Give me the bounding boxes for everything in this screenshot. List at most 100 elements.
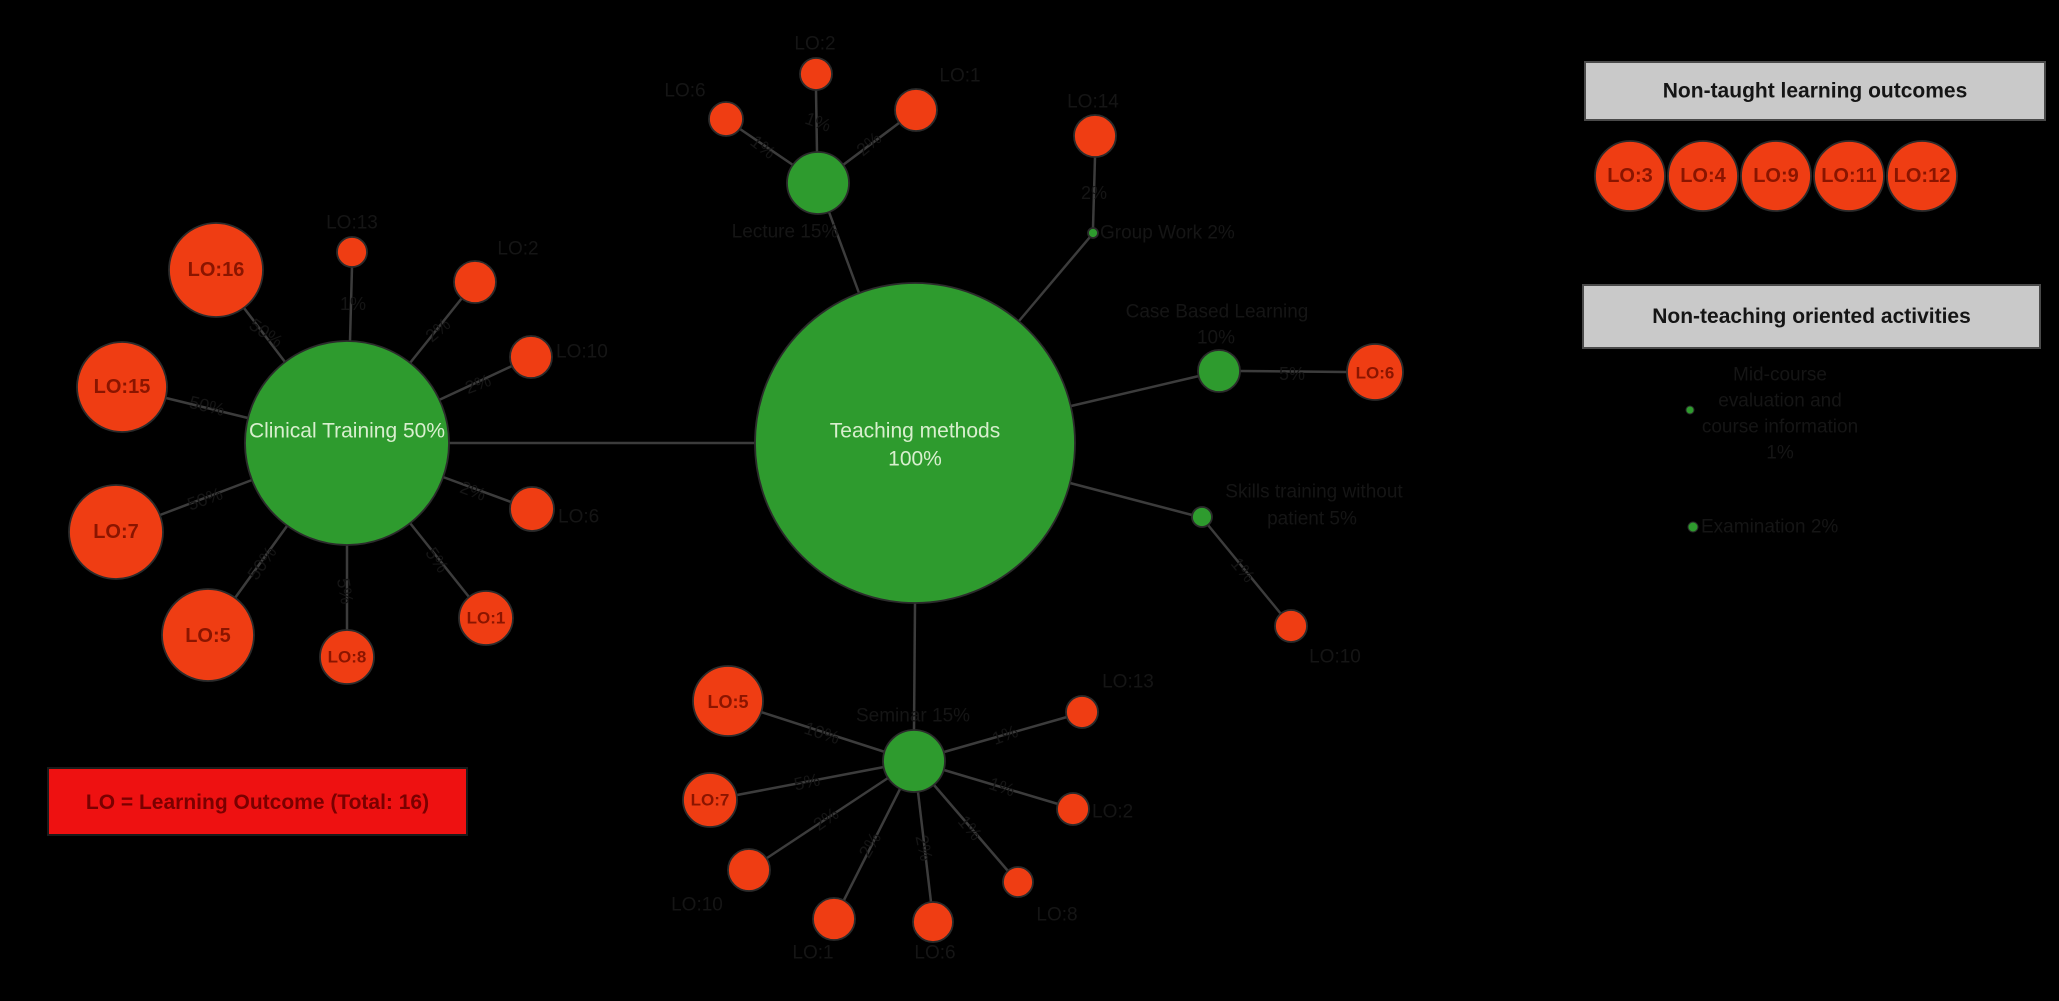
group-work-node <box>1087 227 1099 239</box>
lo2-lecture-label: LO:2 <box>794 34 835 55</box>
lo16-clinical <box>168 222 264 318</box>
skills-label-line1: Skills training without <box>1225 482 1403 503</box>
edge-skills-lo10 <box>1207 524 1282 615</box>
edge-seminar-lo13 <box>943 715 1068 754</box>
non-taught-circle-label-4: LO:12 <box>1894 165 1951 187</box>
edge-clinical-lo2 <box>409 297 463 364</box>
case-based-learning-node <box>1197 349 1241 393</box>
non-taught-panel-title: Non-taught learning outcomes <box>1663 80 1968 103</box>
lo14-groupwork <box>1073 114 1117 158</box>
lo7-clinical <box>68 484 164 580</box>
midcourse-label-line4: 1% <box>1766 443 1794 464</box>
lo1-lecture-label: LO:1 <box>939 66 980 87</box>
teaching-label-line2: 100% <box>888 448 942 471</box>
edge-seminar-lo10 <box>766 776 889 860</box>
non-taught-circle-label-0: LO:3 <box>1607 165 1653 187</box>
teaching-methods-node <box>754 282 1076 604</box>
edge-clinical-lo15 <box>165 396 249 420</box>
non-taught-circle-3 <box>1813 140 1885 212</box>
lo13-clinical <box>336 236 368 268</box>
seminar-label: Seminar 15% <box>856 706 970 727</box>
lo5-seminar <box>692 665 764 737</box>
lo15-text: LO:15 <box>94 376 151 398</box>
lo10-skills-label: LO:10 <box>1309 647 1361 668</box>
lo1-seminar <box>812 897 856 941</box>
lo6-lecture <box>708 101 744 137</box>
lo2-seminar-label: LO:2 <box>1092 802 1133 823</box>
edge-label-lo14-groupwork: 2% <box>1081 183 1107 203</box>
lo10-skills <box>1274 609 1308 643</box>
lo2-clinical <box>453 260 497 304</box>
edge-seminar-lo5 <box>760 710 886 754</box>
edge-cbl-lo6 <box>1239 369 1348 374</box>
edge-seminar-lo7 <box>736 765 885 797</box>
edge-clinical-lo16 <box>243 307 286 363</box>
lo5-clinical-text: LO:5 <box>185 625 231 647</box>
edge-clinical-lo1 <box>409 522 470 598</box>
edge-lo14-groupwork <box>1091 156 1097 229</box>
edge-label-clinical-lo13: 1% <box>340 294 366 314</box>
non-teaching-panel-box <box>1582 284 2041 349</box>
edge-teaching-seminar <box>912 602 917 731</box>
lo6-clinical-label: LO:6 <box>558 507 599 528</box>
examination-label: Examination 2% <box>1701 517 1838 538</box>
lo10-seminar <box>727 848 771 892</box>
lo1-seminar-label: LO:1 <box>792 943 833 964</box>
lo14-label: LO:14 <box>1067 92 1119 113</box>
edge-lecture-lo6 <box>739 127 794 167</box>
lo1-clinical-text: LO:1 <box>467 609 506 628</box>
edge-seminar-lo2 <box>943 768 1059 806</box>
cbl-label-line1: Case Based Learning <box>1126 302 1309 323</box>
legend-box <box>47 767 468 836</box>
lo7-seminar-text: LO:7 <box>691 791 730 810</box>
midcourse-label-line2: evaluation and <box>1718 391 1842 412</box>
skills-label-line2: patient 5% <box>1267 509 1357 530</box>
non-teaching-panel-title: Non-teaching oriented activities <box>1652 305 1971 328</box>
midcourse-dot <box>1685 405 1695 415</box>
lo16-text: LO:16 <box>188 259 245 281</box>
edge-seminar-lo6 <box>916 791 933 903</box>
lo6-seminar-label: LO:6 <box>914 943 955 964</box>
midcourse-label-line3: course information <box>1702 417 1858 438</box>
lo10-clinical <box>509 335 553 379</box>
lo6-cbl <box>1346 343 1404 401</box>
non-taught-panel-box <box>1584 61 2046 121</box>
lo6-cbl-text: LO:6 <box>1356 364 1395 383</box>
lo8-seminar <box>1002 866 1034 898</box>
edge-lecture-lo1 <box>842 122 900 166</box>
non-taught-circle-label-3: LO:11 <box>1821 165 1877 187</box>
lo13-clinical-label: LO:13 <box>326 213 378 234</box>
lecture-node <box>786 151 850 215</box>
clinical-training-node <box>244 340 450 546</box>
lo6-lecture-label: LO:6 <box>664 81 705 102</box>
cbl-label-line2: 10% <box>1197 328 1235 349</box>
lo2-lecture <box>799 57 833 91</box>
lo15-clinical <box>76 341 168 433</box>
lo7-clinical-text: LO:7 <box>93 521 139 543</box>
edge-label-cbl-lo6: 5% <box>1279 364 1305 384</box>
lo2-seminar <box>1056 792 1090 826</box>
edge-teaching-cbl <box>1070 374 1200 408</box>
edge-clinical-lo5 <box>233 525 289 599</box>
lo13-seminar <box>1065 695 1099 729</box>
lo8-seminar-label: LO:8 <box>1036 905 1077 926</box>
edge-label-clinical-lo8: 5% <box>333 576 357 605</box>
non-taught-circle-2 <box>1740 140 1812 212</box>
non-taught-circle-label-1: LO:4 <box>1680 165 1726 187</box>
examination-dot <box>1687 521 1699 533</box>
edge-clinical-lo6 <box>442 475 512 504</box>
legend-label: LO = Learning Outcome (Total: 16) <box>86 791 429 814</box>
seminar-node <box>882 729 946 793</box>
edge-teaching-skills <box>1069 481 1193 517</box>
skills-training-node <box>1191 506 1213 528</box>
lo1-clinical <box>458 590 514 646</box>
edge-clinical-lo10 <box>438 364 513 402</box>
lo8-clinical-text: LO:8 <box>328 648 367 667</box>
edge-teaching-lecture <box>827 211 861 294</box>
lo5-clinical <box>161 588 255 682</box>
edge-clinical-lo7 <box>159 478 253 517</box>
lo6-clinical <box>509 486 555 532</box>
lo7-seminar <box>682 772 738 828</box>
